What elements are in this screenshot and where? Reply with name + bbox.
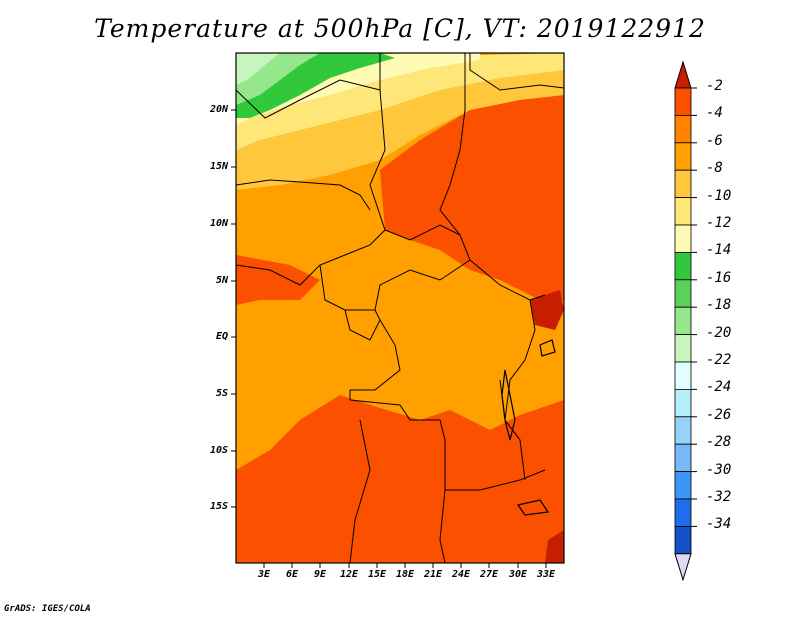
colorbar-label: -20: [706, 324, 732, 341]
lon-label: 30E: [508, 569, 528, 580]
lat-label: 10S: [209, 445, 228, 456]
field-light-green: [236, 53, 280, 85]
colorbar-swatch: [674, 526, 692, 555]
colorbar-label: -24: [706, 379, 732, 396]
colorbar-swatch: [674, 443, 692, 473]
colorbar-swatch: [674, 197, 692, 226]
lon-label: 15E: [367, 569, 387, 580]
lat-label: 15N: [209, 161, 228, 172]
lat-label: 15S: [209, 501, 228, 512]
colorbar-label: -10: [706, 187, 732, 204]
colorbar-swatch: [674, 142, 692, 171]
lat-label: 20N: [209, 104, 228, 115]
colorbar-swatch: [674, 224, 692, 253]
colorbar-label: -28: [706, 434, 732, 451]
colorbar-label: -32: [706, 489, 732, 505]
lon-label: 6E: [285, 569, 299, 580]
colorbar-swatch: [674, 306, 692, 336]
field-west-deep-orange: [236, 255, 320, 305]
map-frame: [235, 52, 565, 564]
colorbar-label: -2: [706, 78, 723, 94]
colorbar-swatch: [674, 115, 692, 144]
field-central-orange: [385, 290, 500, 385]
colorbar-swatch: [674, 388, 692, 418]
lakes: [501, 339, 556, 516]
lat-label: EQ: [215, 331, 228, 342]
colorbar-swatch: [674, 279, 692, 308]
lon-label: 9E: [313, 569, 327, 580]
country-borders: [236, 53, 564, 563]
colorbar-swatch: [674, 361, 692, 390]
lon-label: 24E: [451, 569, 471, 580]
colorbar-label: -22: [706, 352, 732, 368]
colorbar-label: -6: [706, 132, 723, 149]
lon-ticks: [263, 563, 547, 568]
field-east-deep-orange: [380, 80, 564, 300]
lat-label: 5N: [215, 275, 228, 286]
colorbar-swatch: [674, 416, 692, 445]
colorbar-label: -8: [706, 160, 723, 177]
field-red-east: [530, 290, 564, 330]
credit-text: GrADS: IGES/COLA: [4, 604, 91, 614]
colorbar-label: -14: [706, 242, 732, 259]
lon-label: 3E: [257, 569, 271, 580]
lon-label: 21E: [423, 569, 443, 580]
colorbar-bottom-arrow: [674, 553, 692, 582]
colorbar-swatch: [674, 498, 692, 527]
lat-label: 10N: [209, 218, 228, 229]
colorbar-label: -4: [706, 105, 723, 122]
colorbar-top-arrow: [674, 60, 692, 89]
field-south-deep-orange: [236, 395, 564, 563]
map-title: Temperature at 500hPa [C], VT: 201912291…: [94, 14, 706, 43]
lon-label: 27E: [479, 569, 499, 580]
field-red-se: [545, 530, 564, 563]
lon-label: 12E: [339, 569, 359, 580]
colorbar-swatch: [674, 169, 692, 198]
colorbar-swatch: [674, 251, 692, 281]
colorbar-label: -12: [706, 215, 732, 231]
field-light-orange: [236, 60, 564, 190]
lon-label: 33E: [536, 569, 556, 580]
colorbar-label: -30: [706, 461, 732, 478]
colorbar-swatch: [674, 334, 692, 363]
lat-ticks: [231, 109, 236, 508]
colorbar-label: -18: [706, 297, 732, 314]
lat-label: 5S: [215, 388, 228, 399]
colorbar-swatch: [674, 87, 692, 116]
colorbar-label: -16: [706, 269, 732, 286]
colorbar-label: -26: [706, 406, 732, 423]
colorbar-label: -34: [706, 516, 732, 533]
lon-label: 18E: [395, 569, 415, 580]
colorbar-swatch: [674, 471, 692, 500]
